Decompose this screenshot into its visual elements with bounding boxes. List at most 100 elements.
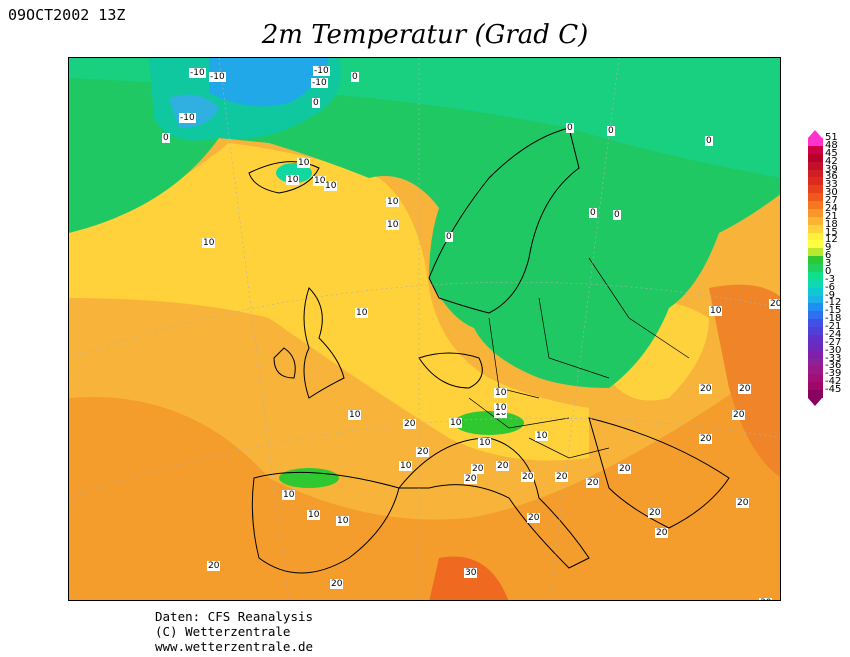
- isotherm-label: 10: [535, 431, 549, 441]
- field-green-iberia: [279, 468, 339, 488]
- color-scale-swatch: [808, 161, 823, 170]
- color-scale-swatch: [808, 216, 823, 225]
- color-scale-label: -42: [825, 376, 842, 388]
- isotherm-label: 10: [494, 388, 508, 398]
- color-scale-labels: 51 48 45 42 39 36 33 30 27 24 21 18 15 12 9 6 3 0 -3 -6 -9 -1…: [825, 132, 842, 395]
- color-scale-label: 21: [825, 210, 838, 222]
- isotherm-label: 10: [324, 181, 338, 191]
- isotherm-label: 10: [297, 158, 311, 168]
- map-canvas: [69, 58, 780, 600]
- isotherm-label: 0: [351, 72, 359, 82]
- color-scale-swatch: [808, 185, 823, 194]
- isotherm-label: -10: [179, 113, 196, 123]
- isotherm-label: 10: [348, 410, 362, 420]
- field-orange-south: [69, 359, 780, 600]
- isotherm-label: 20: [471, 464, 485, 474]
- isotherm-label: 20: [655, 528, 669, 538]
- isotherm-label: 10: [355, 308, 369, 318]
- color-scale-swatch: [808, 295, 823, 304]
- isotherm-label: 10: [313, 176, 327, 186]
- color-scale-label: 39: [825, 163, 838, 175]
- color-scale-swatch: [808, 248, 823, 257]
- color-scale-label: -33: [825, 352, 842, 364]
- isotherm-label: 20: [207, 561, 221, 571]
- isotherm-label: 20: [618, 464, 632, 474]
- isotherm-label: 0: [162, 133, 170, 143]
- color-scale-swatch: [808, 264, 823, 272]
- color-scale-label: -18: [825, 313, 842, 325]
- isotherm-label: 30: [759, 598, 773, 600]
- isotherm-label: 0: [566, 123, 574, 133]
- color-scale-swatch: [808, 256, 823, 264]
- color-scale-label: -30: [825, 344, 842, 356]
- isotherm-label: 10: [307, 510, 321, 520]
- color-scale-label: -39: [825, 368, 842, 380]
- isotherm-label: 0: [589, 208, 597, 218]
- chart-title: 2m Temperatur (Grad C): [261, 20, 589, 50]
- temperature-map: -10 -10 -10 -10 -10 0 0 0 0 0 0 0 0 0 10 10 10 10 10 10 10 10…: [68, 57, 781, 601]
- field-green-alps: [454, 411, 524, 435]
- isotherm-label: 10: [494, 403, 508, 413]
- isotherm-label: 0: [607, 126, 615, 136]
- isotherm-label: 0: [445, 232, 453, 242]
- isotherm-label: -10: [313, 66, 330, 76]
- color-scale-label: 9: [825, 242, 832, 254]
- color-scale-swatch: [808, 177, 823, 186]
- color-scale-swatch: [808, 319, 823, 327]
- isotherm-label: 10: [386, 197, 400, 207]
- color-scale-swatch: [808, 201, 823, 209]
- color-scale-swatch: [808, 334, 823, 343]
- color-scale-label: -6: [825, 281, 835, 293]
- isotherm-label: 20: [736, 498, 750, 508]
- isotherm-label: 0: [312, 98, 320, 108]
- color-scale-label: -3: [825, 273, 835, 285]
- color-scale-swatch: [808, 366, 823, 375]
- color-scale-top-arrow: [808, 130, 822, 138]
- color-scale-swatch: [808, 193, 823, 201]
- color-scale-label: 42: [825, 155, 838, 167]
- color-scale-label: 36: [825, 171, 838, 183]
- color-scale-label: 30: [825, 187, 838, 199]
- color-scale-swatch: [808, 279, 823, 288]
- credit-url: www.wetterzentrale.de: [155, 639, 314, 654]
- color-scale-label: -24: [825, 328, 842, 340]
- isotherm-label: 30: [464, 568, 478, 578]
- isotherm-label: 10: [709, 306, 723, 316]
- color-scale-swatch: [808, 342, 823, 351]
- color-scale-label: 51: [825, 132, 838, 143]
- credit-data-source: Daten: CFS Reanalysis: [155, 609, 314, 624]
- color-scale-label: 24: [825, 202, 838, 214]
- graticule: [69, 58, 780, 600]
- color-scale-swatch: [808, 271, 823, 280]
- isotherm-label: 20: [769, 299, 781, 309]
- color-scale-swatch: [808, 232, 823, 241]
- color-scale-label: 27: [825, 195, 838, 206]
- isotherm-label: 0: [705, 136, 713, 146]
- color-scale-swatch: [808, 153, 823, 162]
- color-scale-swatch: [808, 169, 823, 178]
- color-scale-label: 3: [825, 258, 832, 269]
- color-scale-swatch: [808, 208, 823, 217]
- isotherm-label: 10: [399, 461, 413, 471]
- field-green-north: [69, 58, 780, 388]
- isotherm-label: 20: [648, 508, 662, 518]
- color-scale-label: 6: [825, 250, 832, 262]
- credit-copyright: (C) Wetterzentrale: [155, 624, 291, 639]
- color-scale-label: 33: [825, 179, 838, 191]
- color-scale-swatch: [808, 327, 823, 335]
- isotherm-label: 20: [699, 384, 713, 394]
- isotherm-label: 20: [555, 472, 569, 482]
- isotherm-label: -10: [189, 68, 206, 78]
- isotherm-label: 10: [449, 418, 463, 428]
- color-scale-label: -45: [825, 384, 842, 395]
- isotherm-label: 10: [336, 516, 350, 526]
- color-scale-label: 0: [825, 265, 832, 277]
- isotherm-label: -10: [311, 78, 328, 88]
- isotherm-label: 20: [496, 461, 510, 471]
- field-greenland-cold: [209, 58, 329, 107]
- color-scale-label: -12: [825, 297, 842, 309]
- color-scale-label: 48: [825, 139, 838, 151]
- color-scale-label: -27: [825, 336, 842, 348]
- color-scale-swatch: [808, 138, 823, 146]
- isotherm-label: -10: [209, 72, 226, 82]
